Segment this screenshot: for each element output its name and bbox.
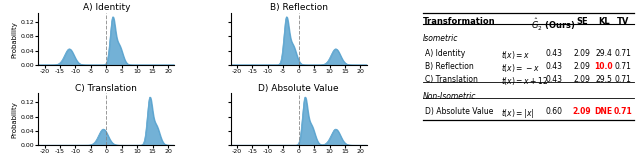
- Text: 0.60: 0.60: [545, 107, 562, 116]
- Title: A) Identity: A) Identity: [83, 3, 130, 12]
- Text: D) Absolute Value: D) Absolute Value: [425, 107, 493, 116]
- Text: SE: SE: [576, 17, 588, 26]
- Text: 0.71: 0.71: [614, 49, 632, 58]
- Text: $t(x) = x + 12$: $t(x) = x + 12$: [501, 75, 548, 87]
- Text: 0.43: 0.43: [545, 75, 562, 84]
- Text: 29.4: 29.4: [595, 49, 612, 58]
- Text: Transformation: Transformation: [423, 17, 495, 26]
- Text: 2.09: 2.09: [573, 62, 591, 71]
- Text: 0.43: 0.43: [545, 49, 562, 58]
- Title: B) Reflection: B) Reflection: [269, 3, 328, 12]
- Text: 0.43: 0.43: [545, 62, 562, 71]
- Text: $\hat{G}_2$ (Ours): $\hat{G}_2$ (Ours): [531, 17, 576, 33]
- Text: DNE: DNE: [595, 107, 612, 116]
- Text: 0.71: 0.71: [614, 75, 632, 84]
- Text: 10.0: 10.0: [595, 62, 613, 71]
- Text: C) Translation: C) Translation: [425, 75, 478, 84]
- Text: A) Identity: A) Identity: [425, 49, 465, 58]
- Y-axis label: Probability: Probability: [12, 21, 18, 58]
- Text: Isometric: Isometric: [423, 34, 458, 43]
- Title: D) Absolute Value: D) Absolute Value: [259, 84, 339, 93]
- Text: KL: KL: [598, 17, 609, 26]
- Text: 29.5: 29.5: [595, 75, 612, 84]
- Text: Non-Isometric: Non-Isometric: [423, 92, 476, 101]
- Text: 2.09: 2.09: [573, 107, 591, 116]
- Text: 2.09: 2.09: [573, 49, 591, 58]
- Text: $t(x) = -x$: $t(x) = -x$: [501, 62, 540, 74]
- Text: 2.09: 2.09: [573, 75, 591, 84]
- Text: $t(x) = x$: $t(x) = x$: [501, 49, 531, 61]
- Text: B) Reflection: B) Reflection: [425, 62, 474, 71]
- Title: C) Translation: C) Translation: [76, 84, 138, 93]
- Text: $t(x) = |x|$: $t(x) = |x|$: [501, 107, 534, 120]
- Text: 0.71: 0.71: [614, 62, 632, 71]
- Y-axis label: Probability: Probability: [12, 101, 18, 138]
- Text: TV: TV: [617, 17, 629, 26]
- Text: 0.71: 0.71: [614, 107, 632, 116]
